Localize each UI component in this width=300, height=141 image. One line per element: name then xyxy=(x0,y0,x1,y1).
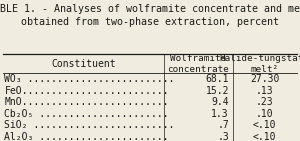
Text: 15.2: 15.2 xyxy=(206,86,229,96)
Text: 9.4: 9.4 xyxy=(211,97,229,107)
Text: Halide-tungstate
melt²: Halide-tungstate melt² xyxy=(220,54,300,73)
Text: <.10: <.10 xyxy=(253,120,277,130)
Text: SiO₂ ........................: SiO₂ ........................ xyxy=(4,120,175,130)
Text: .13: .13 xyxy=(256,86,274,96)
Text: 68.1: 68.1 xyxy=(206,74,229,84)
Text: WO₃ .........................: WO₃ ......................... xyxy=(4,74,175,84)
Text: .10: .10 xyxy=(256,109,274,119)
Text: Cb₂O₅ ......................: Cb₂O₅ ...................... xyxy=(4,109,169,119)
Text: 1.3: 1.3 xyxy=(211,109,229,119)
Text: MnO.........................: MnO......................... xyxy=(4,97,169,107)
Text: Constituent: Constituent xyxy=(51,59,116,69)
Text: .7: .7 xyxy=(217,120,229,130)
Text: .23: .23 xyxy=(256,97,274,107)
Text: TABLE 1. - Analyses of wolframite concentrate and melt
obtained from two-phase e: TABLE 1. - Analyses of wolframite concen… xyxy=(0,4,300,27)
Text: .3: .3 xyxy=(217,132,229,141)
Text: Wolframite
concentrate: Wolframite concentrate xyxy=(167,54,229,73)
Text: Al₂O₃ ......................: Al₂O₃ ...................... xyxy=(4,132,169,141)
Text: 27.30: 27.30 xyxy=(250,74,279,84)
Text: FeO.........................: FeO......................... xyxy=(4,86,169,96)
Text: <.10: <.10 xyxy=(253,132,277,141)
